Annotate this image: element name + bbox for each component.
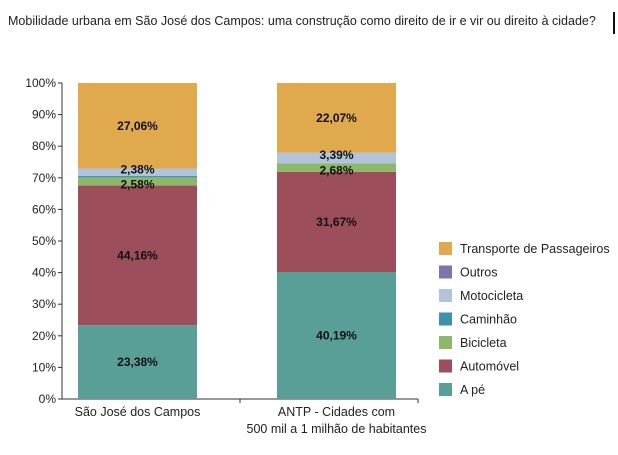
legend-swatch [439, 359, 452, 373]
bar-segment [78, 83, 197, 169]
legend-swatch [439, 289, 452, 302]
page-title: Mobilidade urbana em São José dos Campos… [8, 14, 596, 28]
y-tick-label: 80% [32, 139, 56, 153]
data-label: 23,38% [117, 355, 158, 369]
y-tick-label: 30% [32, 297, 56, 311]
y-tick-label: 20% [32, 329, 56, 343]
data-label: 31,67% [316, 215, 357, 229]
y-tick-label: 10% [32, 360, 56, 374]
x-category-label: ANTP - Cidades com [278, 405, 395, 419]
bar-segment [277, 163, 396, 172]
legend-swatch [439, 336, 452, 349]
legend-label: Transporte de Passageiros [460, 242, 610, 256]
chart-axes: 0% 10% 20% 30% 40% 50% 60% 70% 80% 90% 100% São Jos… [25, 76, 426, 436]
legend-label: Automóvel [460, 360, 519, 374]
text-cursor [613, 12, 615, 34]
data-label: 22,07% [316, 111, 357, 125]
data-label: 2,58% [120, 177, 154, 191]
bar-segment [78, 176, 197, 178]
y-tick-label: 0% [39, 392, 57, 406]
data-label: 40,19% [316, 328, 357, 342]
x-category-label: São José dos Campos [75, 405, 201, 419]
y-tick-label: 90% [32, 108, 56, 122]
data-label: 2,68% [319, 164, 353, 178]
data-label: 27,06% [117, 119, 158, 133]
bar-segment [277, 271, 396, 399]
y-tick-label: 70% [32, 171, 56, 185]
bar-segment [277, 83, 396, 153]
data-label: 3,39% [319, 148, 353, 162]
bar-segment [277, 152, 396, 164]
legend-swatch [439, 265, 452, 279]
y-tick-label: 50% [32, 234, 56, 248]
bar-segment [78, 325, 197, 399]
chart-bars [78, 83, 396, 399]
chart-legend: Transporte de Passageiros Outros Motocicle… [439, 242, 610, 397]
x-category-label: 500 mil a 1 milhão de habitantes [247, 422, 427, 436]
legend-label: Caminhão [460, 313, 517, 327]
y-tick-label: 40% [32, 266, 56, 280]
legend-swatch [439, 242, 452, 255]
bar-segment [78, 177, 197, 186]
legend-label: A pé [460, 383, 485, 397]
bar-segment [78, 168, 197, 177]
legend-label: Outros [460, 266, 498, 280]
legend-swatch [439, 312, 452, 326]
data-label: 44,16% [117, 248, 158, 262]
legend-label: Bicicleta [460, 336, 507, 350]
data-label: 2,38% [120, 162, 154, 176]
bar-segment [277, 171, 396, 272]
chart-value-labels: 23,38% 44,16% 2,58%2,38% 27,06% 40,19% 31,67%… [117, 111, 357, 369]
y-tick-label: 60% [32, 202, 56, 216]
legend-swatch [439, 383, 452, 396]
legend-label: Motocicleta [460, 289, 523, 303]
y-tick-label: 100% [25, 76, 56, 90]
bar-segment [78, 185, 197, 326]
